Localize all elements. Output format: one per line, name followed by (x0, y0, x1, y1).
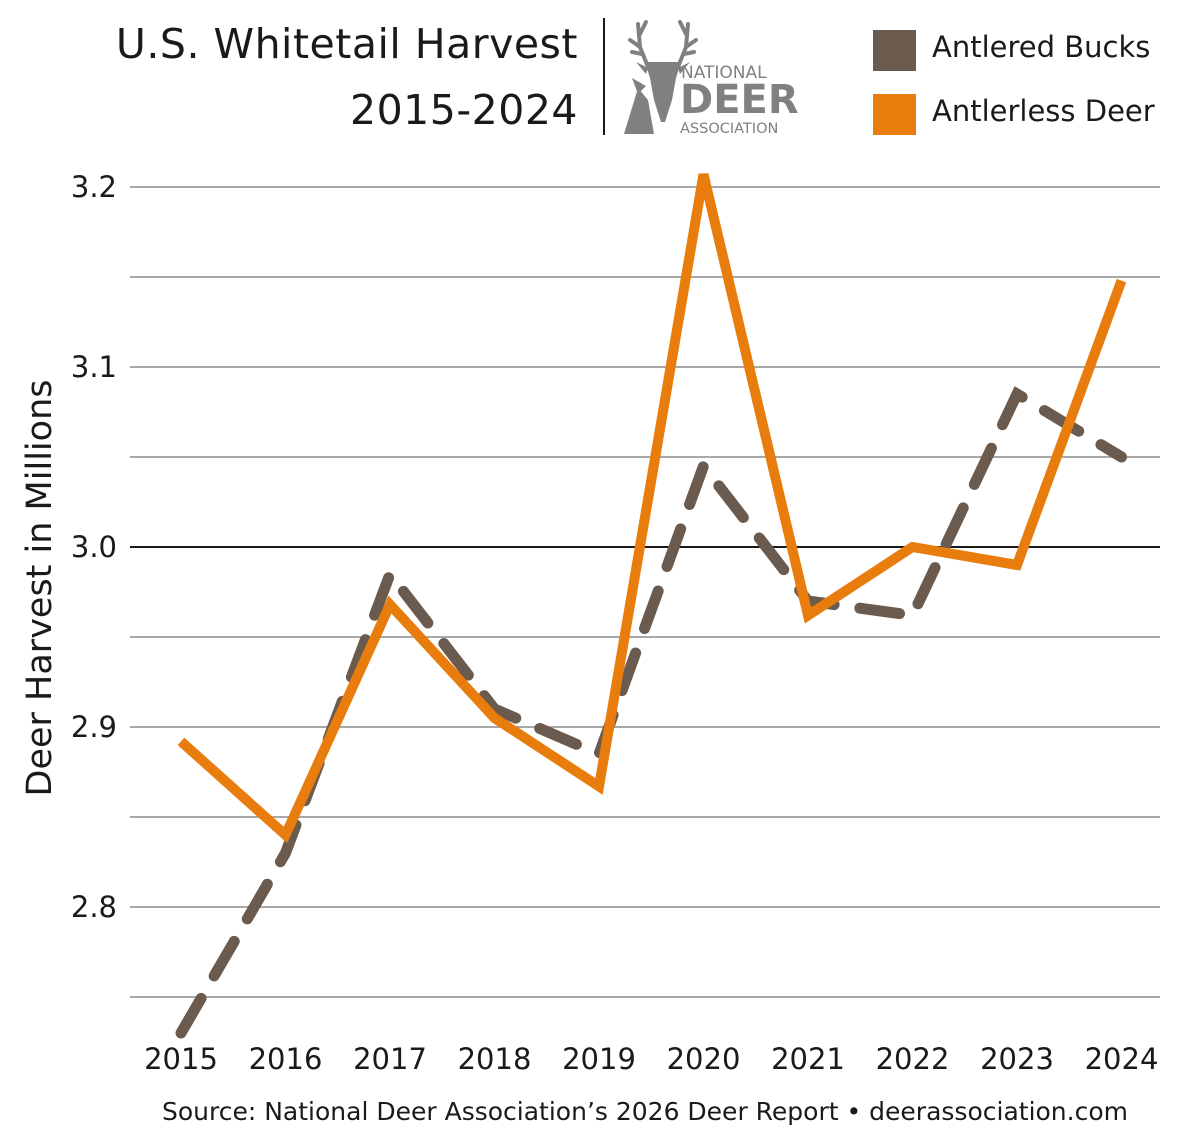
y-tick-label: 2.9 (71, 710, 117, 744)
series-line-antlerless-deer (177, 173, 1127, 844)
x-axis-ticks: 2015 2016 2017 2018 2019 2020 2021 2022 2023 2024 (144, 1042, 1158, 1076)
logo-text-deer: DEER (680, 77, 799, 123)
x-tick-label: 2017 (353, 1042, 427, 1076)
x-tick-label: 2015 (144, 1042, 218, 1076)
logo-text-association: ASSOCIATION (680, 121, 778, 137)
deer-head-icon (624, 20, 698, 134)
y-tick-label: 2.8 (71, 890, 117, 924)
source-footnote: Source: National Deer Association’s 2026… (162, 1097, 1128, 1126)
logo-text-national: NATIONAL (681, 63, 767, 83)
chart-title-line2: 2015-2024 (350, 86, 578, 134)
y-axis-ticks: 2.8 2.9 3.0 3.1 3.2 (71, 170, 117, 924)
national-deer-association-logo: NATIONAL DEER ASSOCIATION (624, 20, 799, 137)
y-tick-label: 3.2 (71, 170, 117, 204)
x-tick-label: 2020 (667, 1042, 741, 1076)
y-axis-label: Deer Harvest in Millions (20, 379, 60, 797)
chart-title-line1: U.S. Whitetail Harvest (115, 20, 578, 68)
grid-lines (130, 186, 1160, 998)
legend-swatch-antlerless-deer (873, 94, 916, 135)
x-tick-label: 2023 (980, 1042, 1054, 1076)
x-tick-label: 2016 (249, 1042, 323, 1076)
x-tick-label: 2018 (458, 1042, 532, 1076)
x-tick-label: 2021 (771, 1042, 845, 1076)
x-tick-label: 2022 (876, 1042, 950, 1076)
x-tick-label: 2019 (562, 1042, 636, 1076)
legend-swatch-antlered-bucks (873, 30, 916, 71)
x-tick-label: 2024 (1085, 1042, 1159, 1076)
legend-label-antlered-bucks: Antlered Bucks (932, 30, 1151, 64)
y-tick-label: 3.1 (71, 350, 117, 384)
legend-label-antlerless-deer: Antlerless Deer (932, 94, 1155, 128)
title-divider (603, 18, 605, 135)
chart-series (175, 173, 1127, 1039)
y-tick-label: 3.0 (71, 530, 117, 564)
